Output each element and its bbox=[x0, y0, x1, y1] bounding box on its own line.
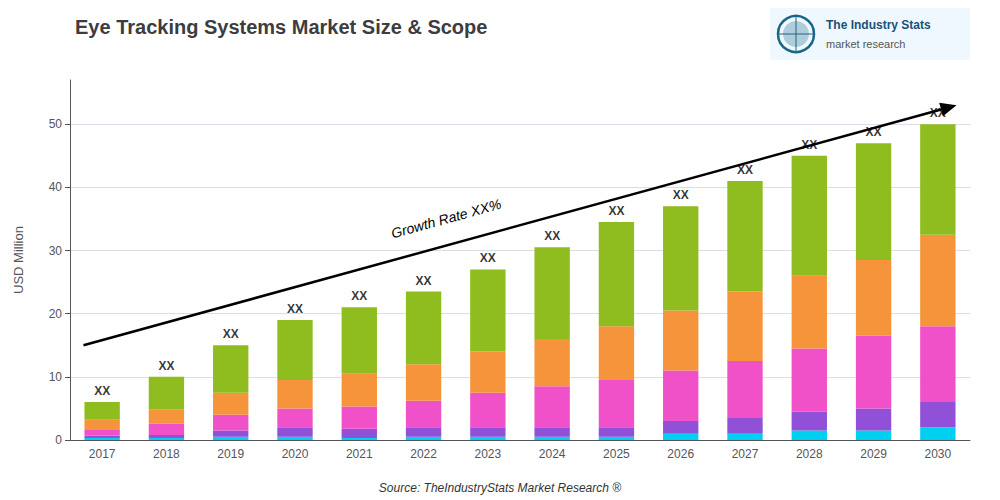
svg-text:XX: XX bbox=[737, 163, 753, 178]
svg-text:Growth Rate XX%: Growth Rate XX% bbox=[389, 196, 503, 242]
svg-text:XX: XX bbox=[351, 289, 367, 303]
svg-text:XX: XX bbox=[287, 302, 303, 316]
svg-text:Eye Tracking Systems Market Si: Eye Tracking Systems Market Size & Scope bbox=[75, 16, 487, 38]
svg-text:The Industry Stats: The Industry Stats bbox=[826, 18, 931, 32]
svg-text:30: 30 bbox=[49, 244, 63, 258]
svg-text:XX: XX bbox=[608, 204, 624, 218]
svg-text:2019: 2019 bbox=[217, 447, 244, 461]
svg-text:2029: 2029 bbox=[860, 447, 887, 461]
svg-text:Source: TheIndustryStats Marke: Source: TheIndustryStats Market Research… bbox=[379, 481, 621, 495]
svg-text:2018: 2018 bbox=[153, 447, 180, 461]
svg-text:2027: 2027 bbox=[732, 447, 759, 461]
svg-text:20: 20 bbox=[49, 307, 63, 321]
svg-text:2022: 2022 bbox=[410, 447, 437, 461]
svg-text:XX: XX bbox=[801, 137, 818, 152]
svg-text:XX: XX bbox=[223, 327, 239, 341]
svg-text:2023: 2023 bbox=[475, 447, 502, 461]
svg-text:10: 10 bbox=[49, 370, 63, 384]
svg-text:2017: 2017 bbox=[89, 447, 116, 461]
svg-text:XX: XX bbox=[929, 106, 946, 121]
svg-text:2028: 2028 bbox=[796, 447, 823, 461]
svg-text:XX: XX bbox=[94, 384, 110, 398]
svg-text:2020: 2020 bbox=[282, 447, 309, 461]
svg-text:XX: XX bbox=[673, 188, 689, 202]
svg-text:2021: 2021 bbox=[346, 447, 373, 461]
svg-text:0: 0 bbox=[55, 433, 62, 447]
svg-text:USD Million: USD Million bbox=[11, 226, 26, 294]
svg-text:2026: 2026 bbox=[667, 447, 694, 461]
svg-text:market research: market research bbox=[826, 38, 905, 50]
svg-text:XX: XX bbox=[158, 359, 174, 373]
svg-text:2030: 2030 bbox=[925, 447, 952, 461]
svg-text:50: 50 bbox=[49, 117, 63, 131]
svg-text:XX: XX bbox=[544, 229, 560, 243]
svg-text:40: 40 bbox=[49, 180, 63, 194]
svg-text:XX: XX bbox=[865, 125, 882, 140]
svg-text:2025: 2025 bbox=[603, 447, 630, 461]
svg-text:XX: XX bbox=[416, 274, 432, 288]
svg-text:2024: 2024 bbox=[539, 447, 566, 461]
svg-text:XX: XX bbox=[480, 251, 496, 265]
